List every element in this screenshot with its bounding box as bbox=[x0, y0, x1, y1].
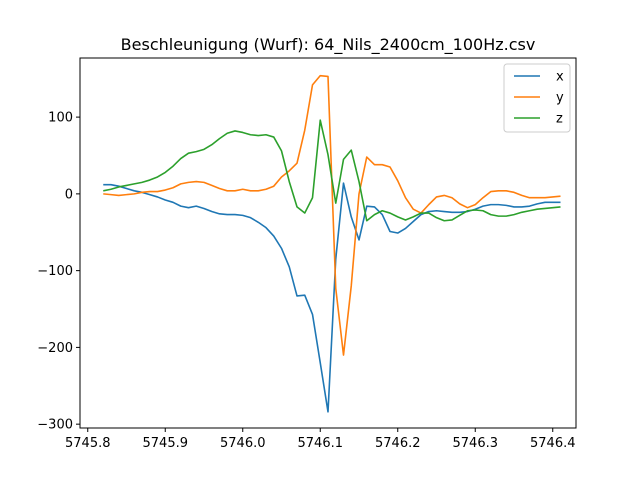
legend-box bbox=[503, 63, 571, 133]
x-tick-label: 5746.1 bbox=[298, 436, 344, 451]
legend-label-y: y bbox=[556, 91, 564, 106]
series-line-x bbox=[103, 182, 561, 413]
series-line-z bbox=[103, 119, 561, 222]
x-tick-label: 5745.9 bbox=[143, 436, 189, 451]
x-tick-label: 5746.2 bbox=[375, 436, 421, 451]
axes-frame bbox=[79, 57, 577, 429]
y-tick-label: −100 bbox=[37, 264, 73, 279]
legend: xyz bbox=[503, 63, 571, 133]
legend-label-z: z bbox=[556, 112, 563, 127]
legend-label-x: x bbox=[556, 70, 564, 85]
y-tick-label: −300 bbox=[37, 418, 73, 433]
x-tick-label: 5746.0 bbox=[220, 436, 266, 451]
x-tick-label: 5745.8 bbox=[65, 436, 111, 451]
plot-area: 5745.8 5745.9 5746.0 5746.1 5746.2 5746.3 5746… bbox=[37, 57, 577, 451]
chart-title: Beschleunigung (Wurf): 64_Nils_2400cm_10… bbox=[121, 35, 536, 55]
x-axis: 5745.8 5745.9 5746.0 5746.1 5746.2 5746.3 5746… bbox=[65, 428, 576, 451]
x-tick-label: 5746.4 bbox=[530, 436, 576, 451]
y-tick-label: 0 bbox=[65, 187, 73, 202]
y-tick-label: −200 bbox=[37, 341, 73, 356]
series-layer bbox=[103, 74, 561, 413]
y-axis: 100 0 −100 −200 −300 bbox=[37, 111, 80, 433]
x-tick-label: 5746.3 bbox=[453, 436, 499, 451]
y-tick-label: 100 bbox=[48, 111, 73, 126]
